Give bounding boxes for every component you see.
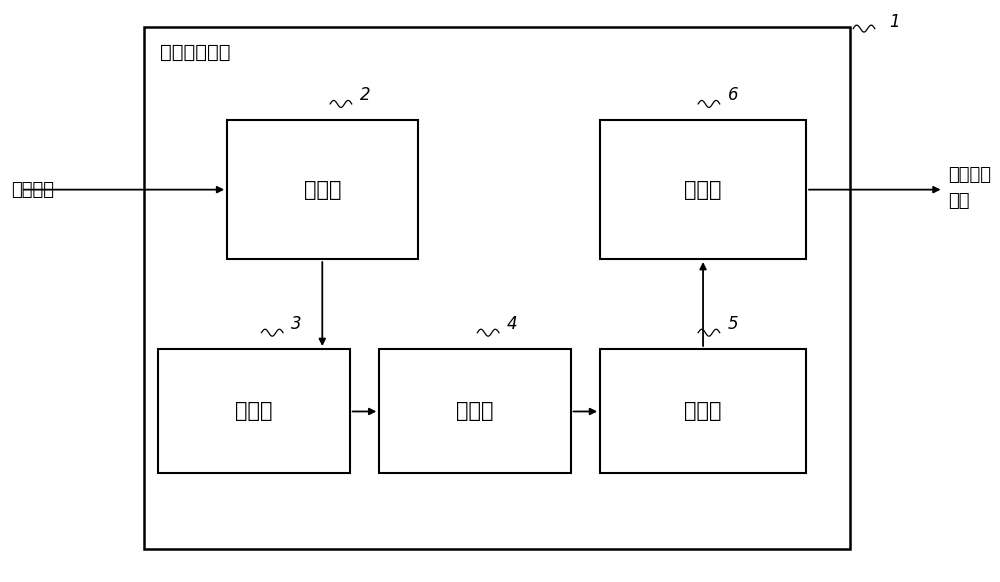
Text: 生成部: 生成部: [684, 401, 722, 421]
Text: 5: 5: [728, 315, 738, 333]
Bar: [158, 349, 350, 473]
Bar: [600, 349, 806, 473]
Text: 获取部: 获取部: [304, 180, 342, 200]
Text: 数据: 数据: [948, 192, 970, 210]
Bar: [379, 349, 571, 473]
Bar: [600, 120, 806, 259]
Text: 输出画面: 输出画面: [948, 166, 991, 184]
Text: 6: 6: [728, 86, 738, 104]
Text: 设定部: 设定部: [235, 401, 273, 421]
Bar: [227, 120, 418, 259]
Text: 输出部: 输出部: [684, 180, 722, 200]
Text: 4: 4: [507, 315, 517, 333]
Bar: [144, 27, 850, 549]
Text: 3: 3: [291, 315, 302, 333]
Text: 管理信息: 管理信息: [11, 180, 54, 198]
Text: 计算部: 计算部: [456, 401, 494, 421]
Text: 2: 2: [360, 86, 370, 104]
Text: 用药管理装置: 用药管理装置: [160, 43, 231, 62]
Text: 1: 1: [890, 13, 900, 31]
